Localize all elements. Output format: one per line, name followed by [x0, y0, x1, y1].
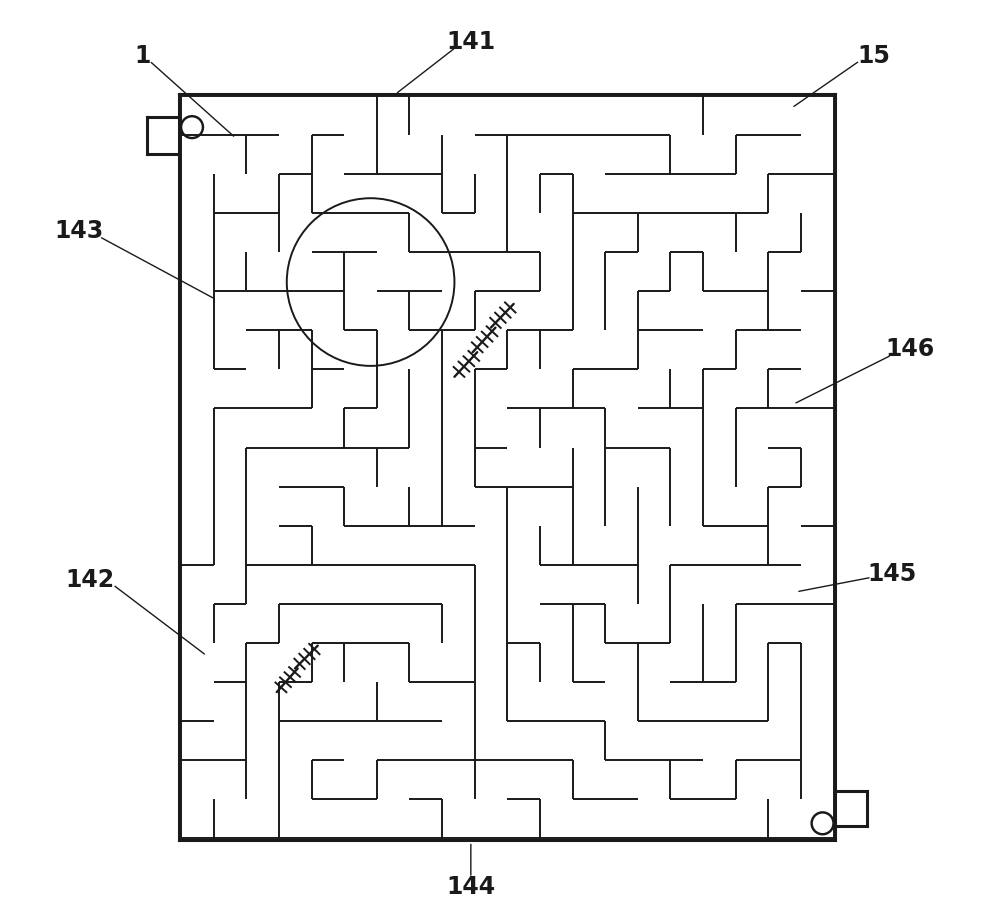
Text: 144: 144: [446, 875, 495, 899]
Text: 143: 143: [54, 219, 104, 243]
Text: 15: 15: [857, 44, 890, 68]
Text: 145: 145: [867, 561, 916, 586]
Text: 142: 142: [65, 568, 115, 592]
Text: 1: 1: [135, 44, 151, 68]
Text: 146: 146: [885, 337, 935, 361]
Text: 141: 141: [446, 30, 495, 55]
